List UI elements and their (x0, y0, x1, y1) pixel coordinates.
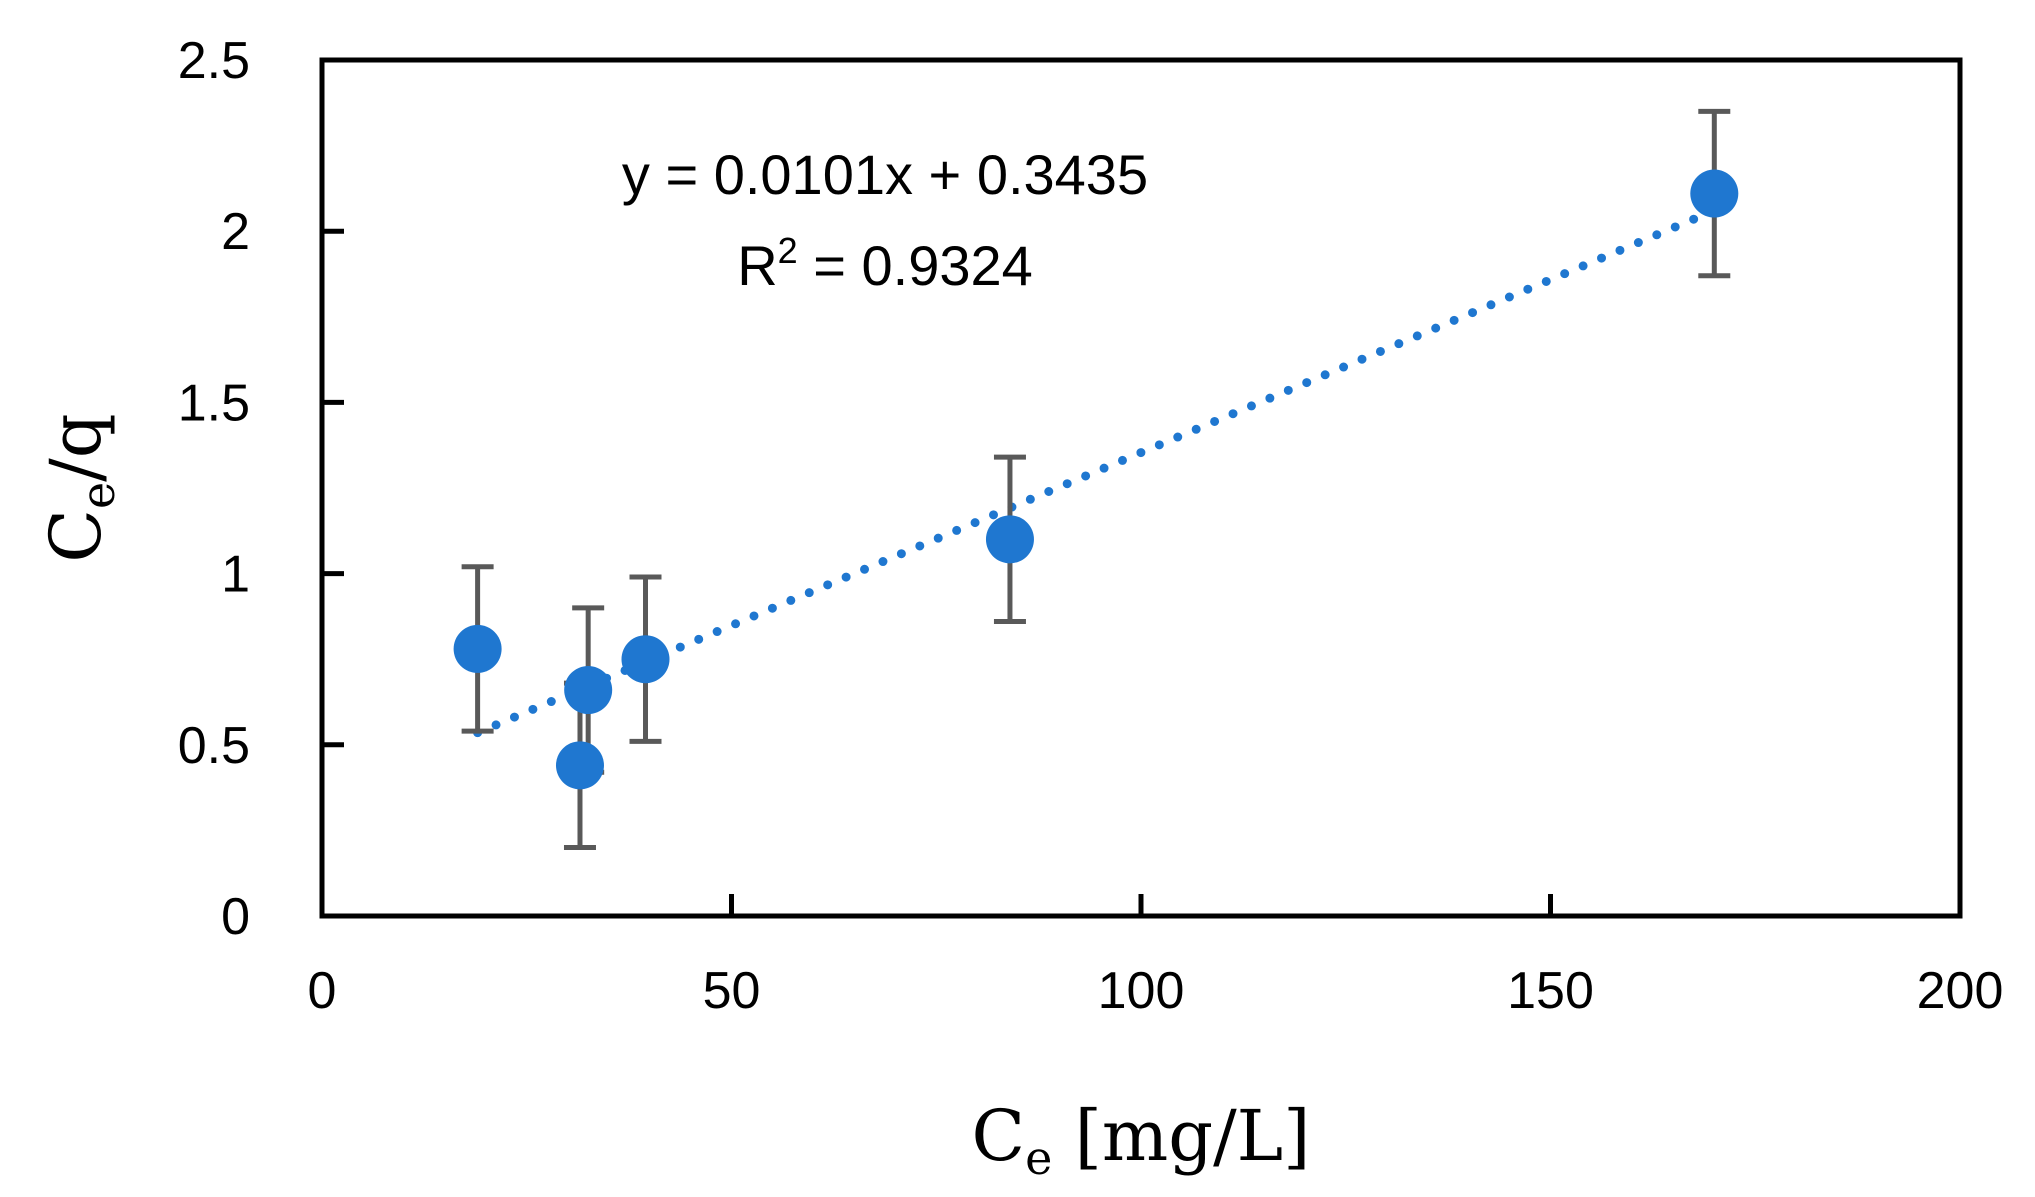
y-tick-label: 1.5 (178, 374, 250, 432)
data-point (985, 515, 1034, 564)
x-axis-title-subscript: e (1025, 1131, 1052, 1185)
data-point (621, 635, 670, 684)
y-tick-label: 0 (221, 888, 250, 946)
x-axis-ticks: 0 50 100 150 200 (308, 894, 2004, 1020)
x-tick-label: 200 (1917, 962, 2004, 1020)
y-tick-label: 2.5 (178, 32, 250, 90)
r-squared-superscript: 2 (778, 230, 798, 271)
data-point (555, 741, 604, 790)
x-axis-title-main: C (972, 1095, 1026, 1177)
r-squared-value: = 0.9324 (798, 234, 1033, 297)
y-axis-title-main: C (35, 509, 117, 563)
x-axis-title: Ce [mg/L] (972, 1095, 1311, 1185)
x-tick-label: 50 (703, 962, 761, 1020)
y-axis-ticks: 0 0.5 1 1.5 2 2.5 (178, 32, 344, 946)
y-axis-title: Ce/q (35, 413, 125, 562)
r-squared-label: R2 = 0.9324 (737, 230, 1033, 297)
trendline-equation: y = 0.0101x + 0.3435 (622, 143, 1148, 206)
y-axis-title-subscript: e (71, 482, 125, 509)
y-tick-label: 1 (221, 546, 250, 604)
y-axis-title-rest: /q (35, 413, 117, 481)
x-tick-label: 100 (1098, 962, 1185, 1020)
r-squared-r: R (737, 234, 777, 297)
data-points-group (453, 169, 1739, 790)
x-tick-label: 150 (1507, 962, 1594, 1020)
y-tick-label: 0.5 (178, 717, 250, 775)
error-bars-group (461, 108, 1731, 851)
trendline (473, 205, 1719, 738)
data-point (453, 624, 502, 673)
x-axis-title-rest: [mg/L] (1052, 1095, 1310, 1177)
y-tick-label: 2 (221, 203, 250, 261)
data-point (564, 666, 613, 715)
data-point (1690, 169, 1739, 218)
trendline-group (473, 205, 1719, 738)
x-tick-label: 0 (308, 962, 337, 1020)
